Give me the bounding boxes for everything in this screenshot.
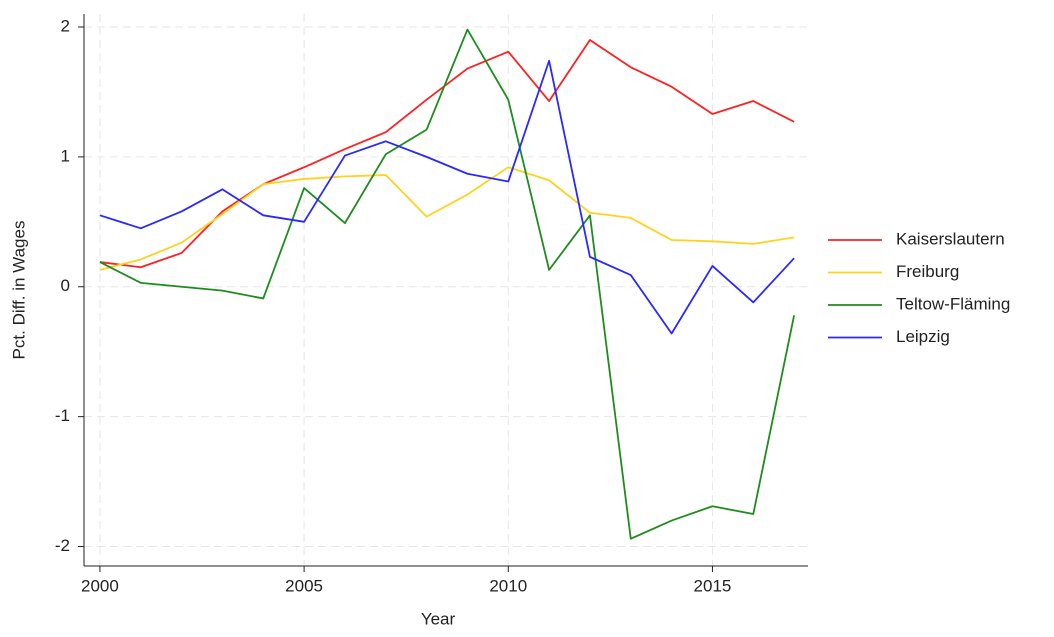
x-tick-label: 2015 xyxy=(694,576,732,595)
line-series xyxy=(99,59,795,335)
legend-label: Leipzig xyxy=(896,327,950,346)
y-tick-label: 1 xyxy=(61,146,70,165)
x-tick-label: 2000 xyxy=(81,576,119,595)
line-series xyxy=(99,39,795,269)
line-series xyxy=(99,166,795,271)
x-tick-label: 2010 xyxy=(489,576,527,595)
legend-label: Freiburg xyxy=(896,262,959,281)
y-axis-label: Pct. Diff. in Wages xyxy=(9,221,28,360)
x-axis-label: Year xyxy=(421,609,456,628)
y-tick-label: 0 xyxy=(61,276,70,295)
legend-label: Kaiserslautern xyxy=(896,229,1005,248)
line-series xyxy=(99,28,795,540)
y-tick-label: 2 xyxy=(61,16,70,35)
x-tick-label: 2005 xyxy=(285,576,323,595)
y-tick-label: -1 xyxy=(55,406,70,425)
y-tick-label: -2 xyxy=(55,536,70,555)
legend-label: Teltow-Fläming xyxy=(896,294,1010,313)
